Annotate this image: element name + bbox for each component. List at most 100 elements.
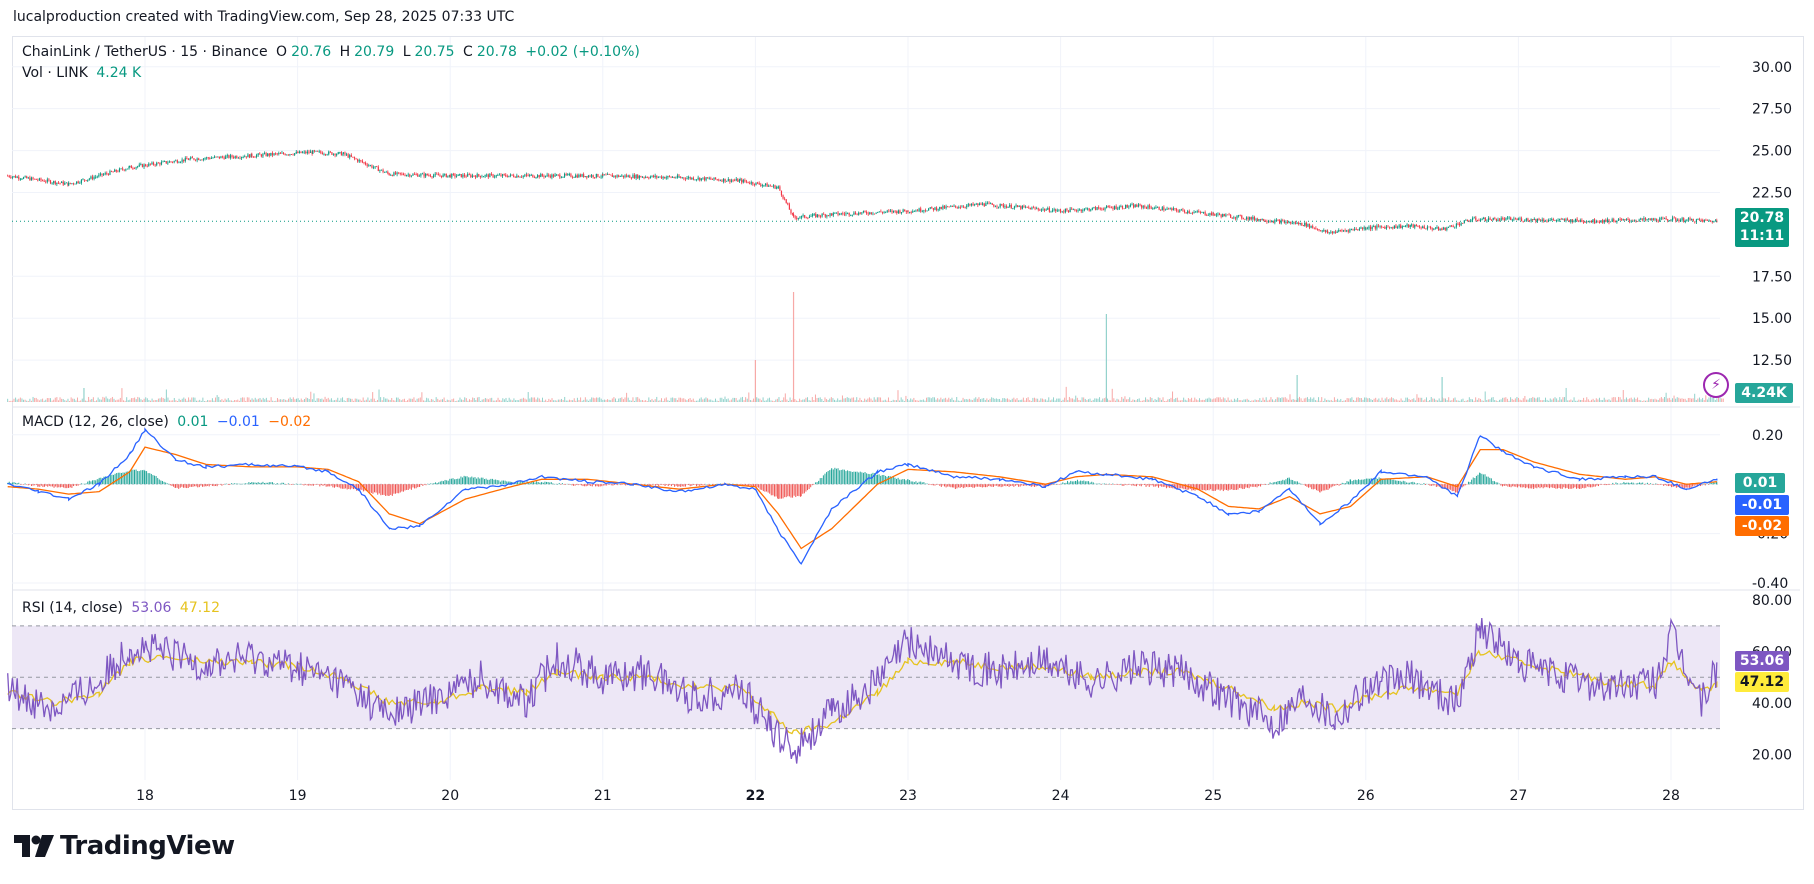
volume-bar (561, 398, 563, 402)
volume-bar (1092, 399, 1094, 402)
macd-histogram-bar (617, 484, 619, 486)
volume-bar (1564, 397, 1566, 402)
volume-bar (1506, 398, 1508, 402)
volume-bar (529, 398, 531, 402)
candle-body (1506, 217, 1509, 219)
rsi-label[interactable]: RSI (14, close) (22, 600, 123, 616)
macd-histogram-bar (1621, 483, 1623, 485)
volume-bar (546, 401, 548, 402)
candle-body (900, 212, 903, 214)
macd-histogram-bar (1500, 484, 1502, 486)
candle-body (151, 162, 153, 165)
macd-histogram-bar (684, 484, 686, 487)
macd-histogram-bar (1277, 481, 1279, 485)
candle-body (1112, 207, 1114, 209)
volume-bar (381, 400, 383, 402)
candle-body (1131, 204, 1133, 206)
macd-histogram-bar (557, 484, 559, 485)
volume-bar (1110, 400, 1112, 402)
macd-histogram-bar (1062, 482, 1064, 485)
volume-bar (56, 397, 58, 402)
macd-histogram-bar (441, 480, 443, 485)
candle-body (1555, 219, 1558, 221)
candle-body (11, 176, 14, 178)
symbol-label[interactable]: ChainLink / TetherUS · 15 · Binance (22, 44, 268, 60)
candle-body (334, 153, 336, 156)
volume-bar (1037, 398, 1039, 402)
macd-histogram-bar (150, 473, 152, 485)
candle-body (1355, 228, 1357, 230)
candle-body (583, 174, 585, 177)
candle-body (1139, 204, 1141, 206)
volume-bar (1654, 398, 1656, 402)
macd-histogram-bar (1576, 484, 1578, 489)
macd-histogram-bar (30, 484, 32, 486)
candle-body (1446, 227, 1448, 230)
macd-histogram-bar (271, 482, 273, 485)
macd-histogram-bar (1544, 484, 1546, 488)
volume-bar (1189, 399, 1191, 402)
tradingview-logo[interactable]: TradingView (14, 831, 235, 861)
volume-bar (578, 400, 580, 402)
volume-bar (80, 400, 82, 402)
volume-bar (746, 398, 748, 402)
volume-bar (565, 400, 567, 402)
macd-histogram-bar (176, 484, 178, 488)
candle-body (1609, 221, 1612, 223)
macd-histogram-bar (1410, 482, 1412, 485)
macd-histogram-bar (257, 482, 259, 485)
volume-bar (1295, 400, 1297, 402)
macd-histogram-bar (1555, 484, 1557, 489)
candle-body (522, 175, 524, 177)
volume-bar (1172, 391, 1174, 402)
macd-histogram-bar (1586, 484, 1588, 487)
volume-label[interactable]: Vol · LINK (22, 65, 88, 81)
volume-bar (811, 397, 813, 402)
macd-histogram-bar (1129, 484, 1131, 485)
volume-bar (72, 398, 74, 402)
macd-histogram-bar (580, 484, 582, 486)
macd-histogram-bar (1353, 480, 1355, 485)
volume-bar (113, 398, 115, 402)
macd-histogram-bar (692, 484, 694, 485)
macd-histogram-bar (824, 473, 826, 485)
volume-bar (1292, 399, 1294, 402)
volume-bar (772, 400, 774, 402)
volume-bar (18, 398, 20, 402)
chart-frame[interactable] (12, 36, 1804, 810)
macd-histogram-bar (715, 484, 717, 485)
volume-bar (629, 400, 631, 402)
x-tick-label: 19 (289, 788, 307, 804)
candle-body (148, 163, 150, 167)
volume-bar (1033, 397, 1035, 402)
candle-body (157, 162, 159, 164)
candle-body (581, 174, 583, 177)
macd-histogram-bar (495, 479, 497, 485)
macd-label[interactable]: MACD (12, 26, close) (22, 414, 169, 430)
lightning-bolt-icon[interactable]: ⚡ (1703, 372, 1729, 398)
candle-body (1597, 221, 1599, 223)
candle-body (1410, 224, 1413, 226)
candle-body (176, 160, 178, 163)
volume-bar (1011, 398, 1013, 402)
candle-body (380, 169, 383, 171)
volume-bar (1133, 399, 1135, 402)
candle-body (1318, 229, 1320, 231)
candle-body (128, 166, 130, 169)
volume-bar (818, 397, 820, 402)
candle-body (544, 175, 547, 177)
volume-bar (311, 399, 313, 402)
candle-body (1233, 217, 1235, 219)
macd-histogram-bar (1466, 484, 1468, 485)
volume-bar (899, 400, 901, 402)
candle-body (342, 152, 344, 154)
candle-body (440, 175, 443, 178)
candle-body (126, 168, 129, 170)
volume-bar (1337, 398, 1339, 402)
macd-histogram-bar (920, 481, 922, 485)
macd-histogram-bar (981, 484, 983, 488)
candle-body (352, 156, 354, 158)
volume-bar (522, 397, 524, 402)
volume-bar (1233, 398, 1235, 402)
